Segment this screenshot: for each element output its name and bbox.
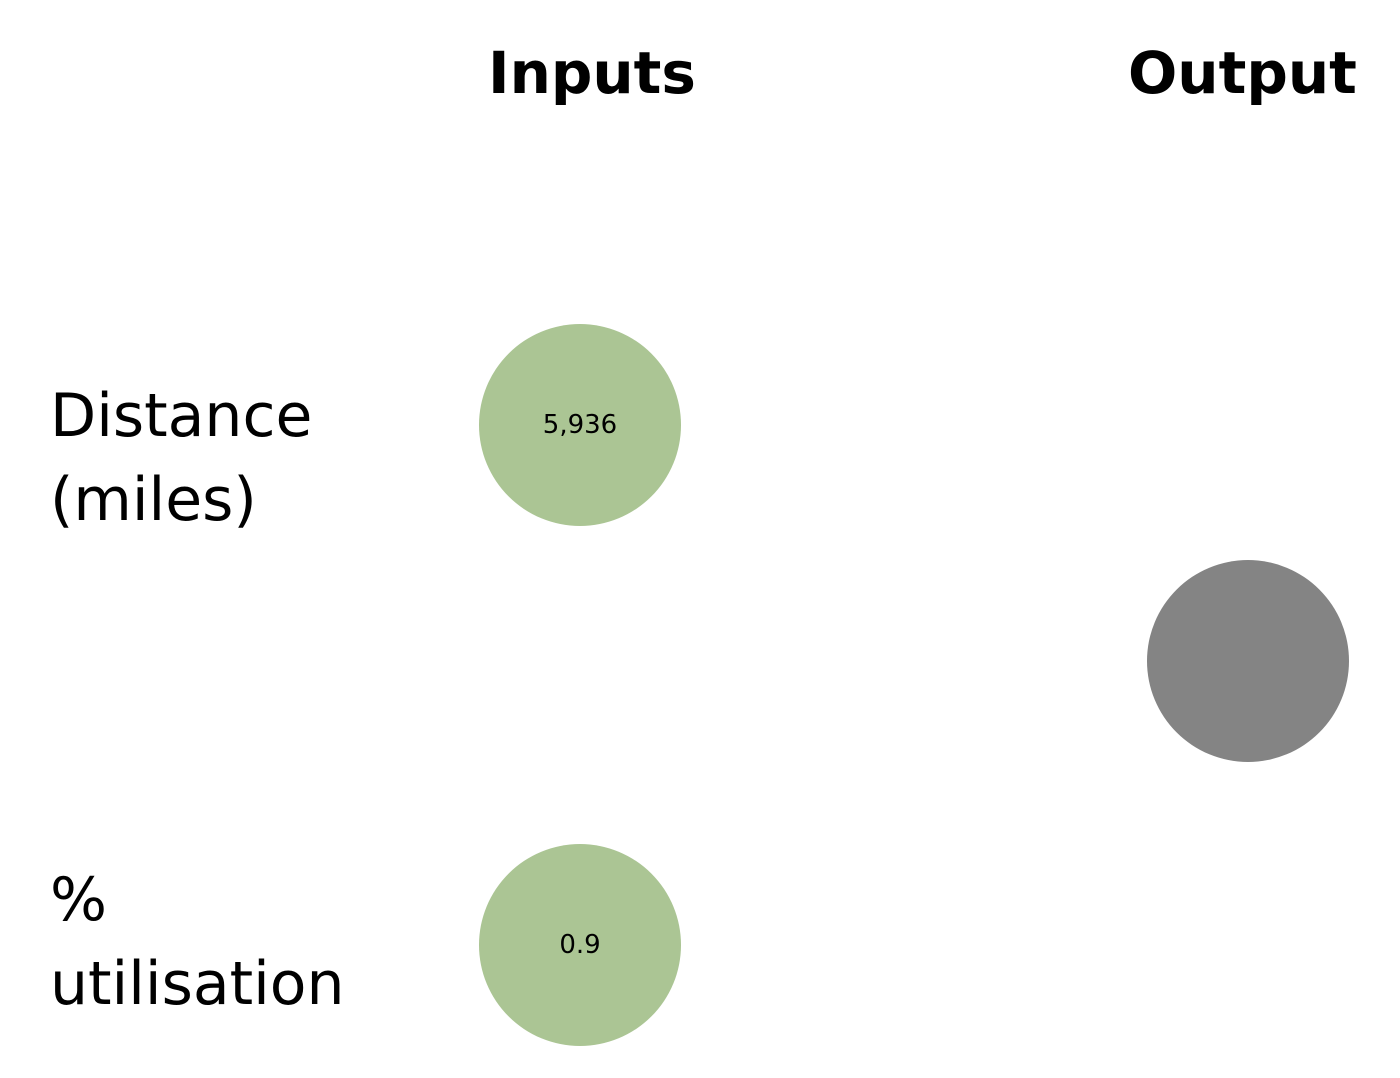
utilisation-label: % utilisation [50, 858, 345, 1026]
inputs-heading: Inputs [488, 39, 696, 107]
utilisation-value: 0.9 [559, 930, 601, 960]
distance-value: 5,936 [542, 410, 618, 440]
utilisation-label-line2: utilisation [50, 949, 345, 1019]
utilisation-input-node: 0.9 [479, 844, 681, 1046]
output-node [1147, 560, 1349, 762]
utilisation-label-line1: % [50, 865, 108, 935]
distance-label: Distance (miles) [50, 374, 312, 542]
distance-label-line2: (miles) [50, 465, 257, 535]
distance-input-node: 5,936 [479, 324, 681, 526]
distance-label-line1: Distance [50, 381, 313, 451]
output-heading: Output [1128, 39, 1357, 107]
